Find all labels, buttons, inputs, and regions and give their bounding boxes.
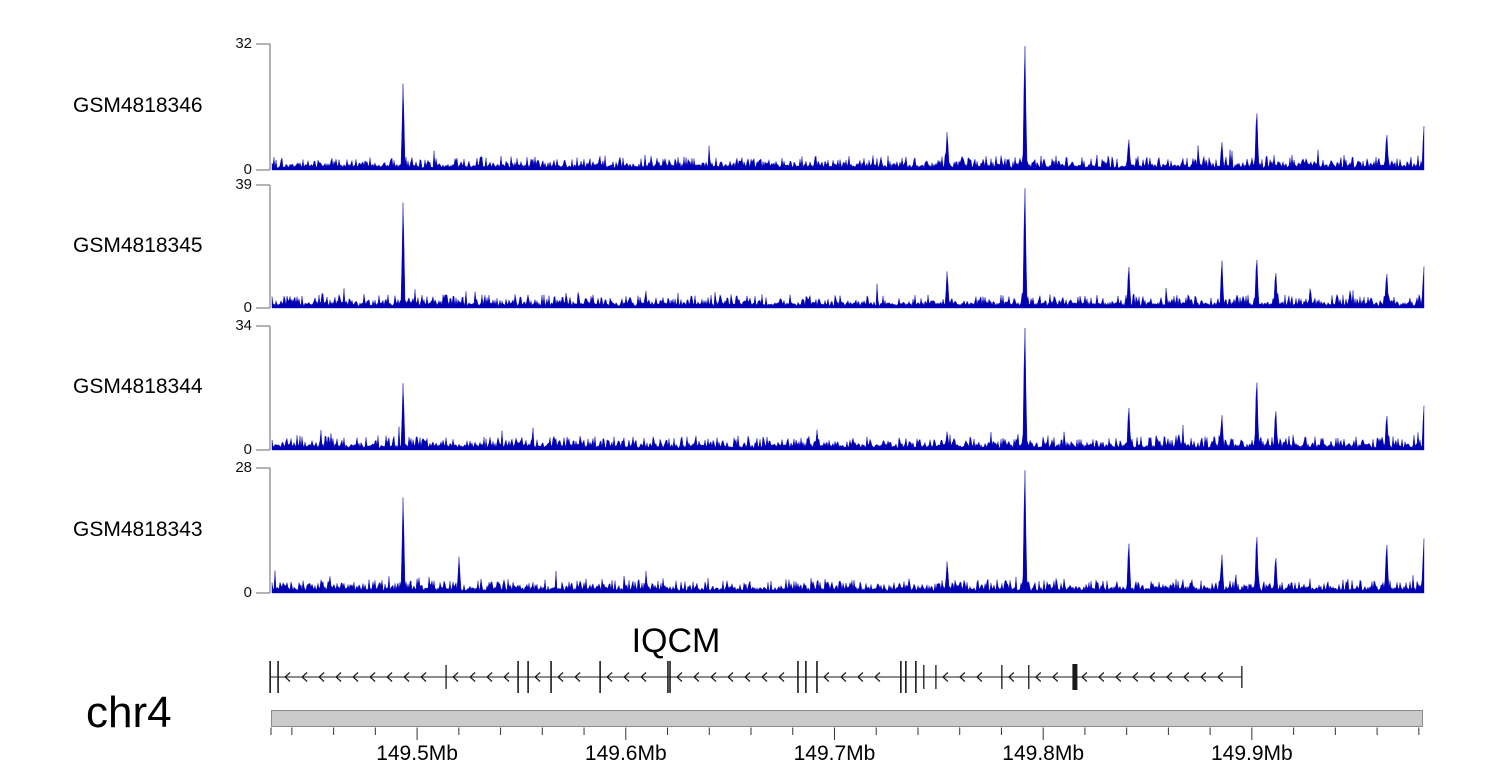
y-axis-zero: 0 [243, 584, 252, 601]
ruler-tick-label: 149.9Mb [1210, 742, 1293, 765]
y-axis-max: 34 [235, 317, 252, 334]
ruler-tick-label: 149.6Mb [584, 742, 667, 765]
coverage-signal-plot [256, 184, 1425, 309]
track-label: GSM4818345 [73, 233, 203, 257]
ruler-tick-label: 149.8Mb [1002, 742, 1085, 765]
coverage-signal-plot [256, 467, 1425, 594]
y-axis-max: 32 [235, 35, 252, 52]
coordinate-ruler [270, 727, 1420, 740]
coverage-signal-plot [256, 325, 1425, 451]
ruler-tick-label: 149.7Mb [793, 742, 876, 765]
y-axis-zero: 0 [243, 441, 252, 458]
y-axis-zero: 0 [243, 161, 252, 178]
gene-name-label: IQCM [631, 622, 721, 660]
y-axis-max: 39 [235, 176, 252, 193]
ruler-tick-label: 149.5Mb [376, 742, 458, 765]
track-label: GSM4818343 [73, 517, 203, 541]
chromosome-label: chr4 [86, 688, 172, 737]
coverage-signal-plot [256, 43, 1425, 171]
track-label: GSM4818346 [73, 94, 203, 117]
gene-model-track [269, 661, 1243, 693]
track-label: GSM4818344 [73, 375, 203, 398]
y-axis-zero: 0 [243, 299, 252, 316]
y-axis-max: 28 [235, 459, 252, 476]
chromosome-bar [271, 710, 1423, 727]
